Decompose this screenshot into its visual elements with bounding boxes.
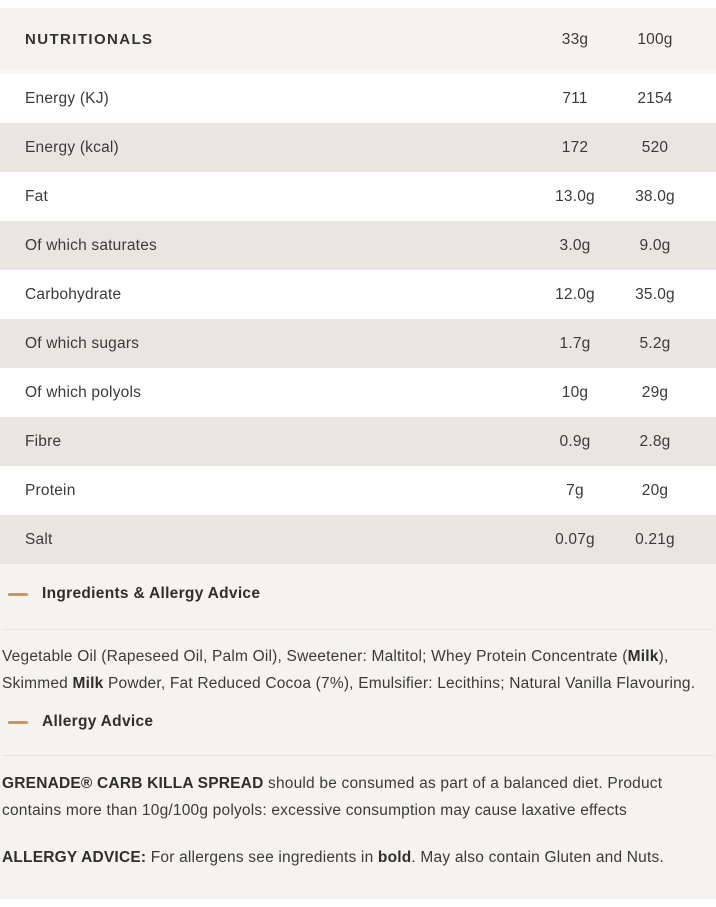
- row-value-33g: 7g: [566, 481, 584, 499]
- table-header-per100g-col: 100g: [637, 30, 673, 48]
- table-row: Of which polyols 10g 29g: [0, 368, 716, 417]
- ingredients-text: Vegetable Oil (Rapeseed Oil, Palm Oil), …: [2, 648, 696, 692]
- row-value-100g: 5.2g: [639, 334, 671, 352]
- ingredients-section-title: Ingredients & Allergy Advice: [42, 585, 261, 602]
- row-label: Of which sugars: [25, 334, 140, 352]
- row-value-33g: 12.0g: [555, 285, 595, 303]
- table-row: Fibre 0.9g 2.8g: [0, 417, 716, 466]
- row-value-33g: 1.7g: [559, 334, 591, 352]
- row-value-100g: 0.21g: [635, 530, 675, 548]
- section-divider: [2, 629, 714, 630]
- table-row: Energy (kcal) 172 520: [0, 123, 716, 172]
- table-header: NUTRITIONALS 33g 100g: [0, 8, 716, 74]
- table-row: Carbohydrate 12.0g 35.0g: [0, 270, 716, 319]
- table-title: NUTRITIONALS: [25, 31, 154, 48]
- balanced-diet-text: GRENADE® CARB KILLA SPREAD should be con…: [2, 775, 663, 819]
- nutrition-panel: NUTRITIONALS 33g 100g Energy (KJ) 711 21…: [0, 8, 716, 899]
- section-divider: [2, 755, 714, 756]
- row-label: Protein: [25, 481, 76, 499]
- row-value-33g: 0.07g: [555, 530, 595, 548]
- minus-icon: [8, 592, 28, 596]
- row-value-33g: 3.0g: [559, 236, 591, 254]
- table-row: Protein 7g 20g: [0, 466, 716, 515]
- table-row: Salt 0.07g 0.21g: [0, 515, 716, 564]
- row-value-33g: 0.9g: [559, 432, 591, 450]
- row-value-100g: 2154: [637, 89, 673, 107]
- row-label: Fat: [25, 187, 48, 205]
- table-row: Energy (KJ) 711 2154: [0, 74, 716, 123]
- row-value-33g: 13.0g: [555, 187, 595, 205]
- row-label: Fibre: [25, 432, 62, 450]
- row-value-100g: 520: [641, 138, 669, 156]
- allergy-section-title: Allergy Advice: [42, 713, 154, 730]
- row-value-100g: 35.0g: [635, 285, 675, 303]
- row-value-100g: 38.0g: [635, 187, 675, 205]
- row-label: Carbohydrate: [25, 285, 122, 303]
- table-row: Of which saturates 3.0g 9.0g: [0, 221, 716, 270]
- ingredients-accordion-header[interactable]: Ingredients & Allergy Advice: [2, 585, 714, 603]
- row-value-33g: 10g: [561, 383, 589, 401]
- allergy-accordion-header[interactable]: Allergy Advice: [2, 713, 714, 731]
- row-value-100g: 20g: [641, 481, 669, 499]
- row-value-100g: 29g: [641, 383, 669, 401]
- allergy-advice-text: ALLERGY ADVICE: For allergens see ingred…: [2, 849, 664, 866]
- table-row: Fat 13.0g 38.0g: [0, 172, 716, 221]
- row-label: Of which polyols: [25, 383, 142, 401]
- table-row: Of which sugars 1.7g 5.2g: [0, 319, 716, 368]
- row-label: Energy (kcal): [25, 138, 119, 156]
- row-value-100g: 9.0g: [639, 236, 671, 254]
- minus-icon: [8, 720, 28, 724]
- row-label: Of which saturates: [25, 236, 157, 254]
- row-value-33g: 172: [561, 138, 589, 156]
- row-value-100g: 2.8g: [639, 432, 671, 450]
- row-label: Salt: [25, 530, 53, 548]
- row-value-33g: 711: [562, 89, 588, 107]
- row-label: Energy (KJ): [25, 89, 110, 107]
- accordion-sections: Ingredients & Allergy Advice Vegetable O…: [0, 585, 716, 871]
- table-header-serving-col: 33g: [561, 30, 589, 48]
